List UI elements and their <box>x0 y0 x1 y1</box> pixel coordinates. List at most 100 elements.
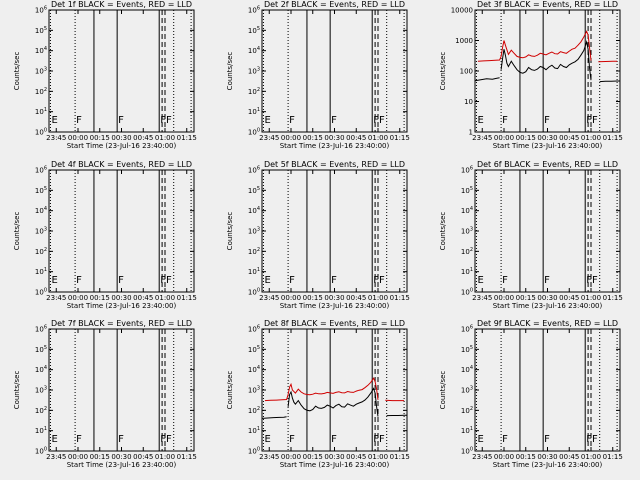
x-tick-label: 00:15 <box>90 294 110 302</box>
panel-det-9: Det 9f BLACK = Events, RED = LLD 100 101 10… <box>439 319 623 469</box>
y-tick-label: 104 <box>461 365 473 374</box>
x-tick-label: 01:00 <box>581 453 601 461</box>
event-marker-label: F <box>331 275 337 286</box>
y-tick-label: 106 <box>35 166 47 175</box>
panel-det-3: Det 3f BLACK = Events, RED = LLD 1 10 100 10… <box>439 0 623 150</box>
event-marker-label: E <box>51 115 57 126</box>
y-tick-label: 101 <box>248 107 260 116</box>
x-tick-label: 00:15 <box>516 134 536 142</box>
event-marker-label: F <box>160 115 166 126</box>
panel-det-8: Det 8f BLACK = Events, RED = LLD 100 101 10… <box>226 319 410 469</box>
series-lld-line <box>264 377 379 402</box>
y-tick-label: 105 <box>248 345 260 354</box>
y-tick-label: 101 <box>35 426 47 435</box>
x-tick-label: 23:45 <box>46 294 66 302</box>
x-tick-label: 00:30 <box>537 453 557 461</box>
y-tick-label: 100 <box>461 447 473 456</box>
x-tick-label: 23:45 <box>472 453 492 461</box>
y-tick-label: 105 <box>248 186 260 195</box>
x-axis-label: Start Time (23-Jul-16 23:40:00) <box>67 302 177 310</box>
event-marker-label: F <box>502 275 508 286</box>
y-tick-label: 102 <box>248 247 260 256</box>
event-marker-label: F <box>373 434 379 445</box>
x-tick-label: 00:45 <box>559 453 579 461</box>
x-tick-label: 23:45 <box>472 294 492 302</box>
y-tick-label: 100 <box>460 68 473 76</box>
y-tick-label: 10000 <box>451 7 473 15</box>
y-tick-label: 101 <box>461 426 473 435</box>
plot-frame <box>48 328 195 452</box>
panel-title: Det 8f BLACK = Events, RED = LLD <box>264 319 405 328</box>
x-tick-label: 23:45 <box>46 453 66 461</box>
y-tick-label: 10 <box>464 98 473 106</box>
event-marker-label: F <box>289 275 295 286</box>
series-events-line <box>599 80 620 83</box>
y-tick-label: 100 <box>461 288 473 297</box>
plot-frame <box>48 9 195 133</box>
y-tick-label: 101 <box>35 267 47 276</box>
panel-det-6: Det 6f BLACK = Events, RED = LLD 100 101 10… <box>439 160 623 310</box>
y-axis-label: Counts/sec <box>13 371 21 410</box>
y-tick-label: 106 <box>461 325 473 334</box>
event-marker-label: F <box>118 275 124 286</box>
x-tick-label: 01:00 <box>368 134 388 142</box>
y-tick-label: 101 <box>248 267 260 276</box>
x-tick-label: 23:45 <box>472 134 492 142</box>
y-tick-label: 102 <box>248 87 260 96</box>
event-marker-label: F <box>544 115 550 126</box>
x-tick-label: 01:15 <box>390 453 410 461</box>
event-marker-label: F <box>76 115 82 126</box>
y-axis-label: Counts/sec <box>226 371 234 410</box>
event-marker-label: F <box>76 275 82 286</box>
event-marker-label: E <box>477 434 483 445</box>
x-tick-label: 00:45 <box>346 134 366 142</box>
x-tick-label: 00:15 <box>516 294 536 302</box>
x-tick-label: 00:45 <box>133 134 153 142</box>
x-tick-label: 00:00 <box>494 453 514 461</box>
x-tick-label: 23:45 <box>259 453 279 461</box>
event-marker-label: F <box>373 115 379 126</box>
y-axis-label: Counts/sec <box>226 52 234 91</box>
event-marker-label: F <box>592 434 598 445</box>
x-tick-label: 00:30 <box>324 134 344 142</box>
x-axis-label: Start Time (23-Jul-16 23:40:00) <box>493 461 603 469</box>
x-tick-label: 00:45 <box>346 294 366 302</box>
panel-title: Det 3f BLACK = Events, RED = LLD <box>477 0 618 9</box>
x-axis-label: Start Time (23-Jul-16 23:40:00) <box>493 302 603 310</box>
y-tick-label: 1000 <box>455 37 473 45</box>
y-tick-label: 106 <box>248 166 260 175</box>
event-marker-label: E <box>51 434 57 445</box>
y-tick-label: 103 <box>35 67 47 76</box>
panel-title: Det 7f BLACK = Events, RED = LLD <box>51 319 192 328</box>
event-marker-label: F <box>544 434 550 445</box>
event-marker-label: F <box>289 115 295 126</box>
x-tick-label: 00:00 <box>68 453 88 461</box>
x-tick-label: 00:00 <box>281 453 301 461</box>
y-tick-label: 103 <box>248 67 260 76</box>
x-axis-label: Start Time (23-Jul-16 23:40:00) <box>280 302 390 310</box>
event-marker-label: F <box>379 434 385 445</box>
x-tick-label: 01:15 <box>177 294 197 302</box>
y-tick-label: 106 <box>461 166 473 175</box>
event-marker-label: E <box>51 275 57 286</box>
y-tick-label: 102 <box>461 406 473 415</box>
x-axis-label: Start Time (23-Jul-16 23:40:00) <box>493 142 603 150</box>
x-tick-label: 01:00 <box>155 453 175 461</box>
x-tick-label: 00:30 <box>537 294 557 302</box>
panel-det-1: Det 1f BLACK = Events, RED = LLD 100 101 10… <box>13 0 197 150</box>
plot-frame <box>474 169 621 293</box>
y-tick-label: 102 <box>35 87 47 96</box>
y-tick-label: 102 <box>35 406 47 415</box>
y-axis-label: Counts/sec <box>439 371 447 410</box>
series-events-line <box>474 77 500 82</box>
event-marker-label: F <box>586 275 592 286</box>
plot-frame <box>48 169 195 293</box>
y-tick-label: 105 <box>35 345 47 354</box>
x-tick-label: 00:30 <box>111 134 131 142</box>
panel-det-5: Det 5f BLACK = Events, RED = LLD 100 101 10… <box>226 160 410 310</box>
y-tick-label: 105 <box>461 186 473 195</box>
event-marker-label: F <box>331 115 337 126</box>
y-tick-label: 103 <box>35 386 47 395</box>
event-marker-label: E <box>264 434 270 445</box>
